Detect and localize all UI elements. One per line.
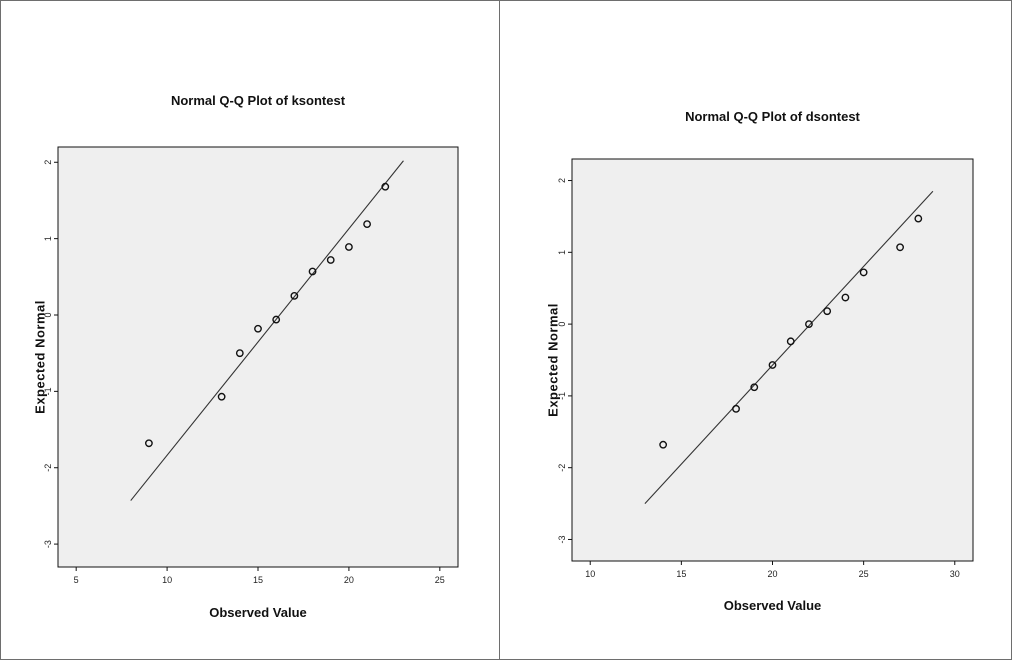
data-point [145,439,153,448]
x-tick-label: 15 [253,575,263,585]
data-point [750,383,759,392]
plot-area [57,146,459,568]
chart-title: Normal Q-Q Plot of dsontest [685,109,860,124]
y-tick-label: 2 [557,178,567,183]
x-tick-label: 15 [676,569,686,579]
y-axis-label: Expected Normal [33,300,48,414]
x-tick-label: 25 [859,569,869,579]
data-point [841,293,850,302]
data-point [805,320,813,329]
data-point [768,361,777,369]
x-axis-label: Observed Value [209,605,307,620]
chart-title: Normal Q-Q Plot of ksontest [171,93,346,108]
data-point [659,440,668,449]
plot-area [571,158,974,562]
data-point [308,267,317,276]
y-tick-label: 0 [557,322,567,327]
y-tick-label: -3 [43,540,53,548]
x-tick-label: 10 [162,575,172,585]
data-point [345,243,353,251]
data-point [823,307,832,316]
qq-plot-ksontest-panel: Normal Q-Q Plot of ksontest 5 10 15 20 25 -3 -2… [0,0,500,660]
x-tick-label: 30 [950,569,960,579]
y-tick-label: -1 [557,392,567,400]
data-point [381,182,390,191]
data-point [254,324,262,333]
data-point [272,315,281,324]
y-tick-label: 1 [557,250,567,255]
x-tick-label: 5 [74,575,79,585]
y-tick-label: 1 [43,236,53,241]
y-tick-label: -3 [557,535,567,543]
qq-plot-dsontest-panel: Normal Q-Q Plot of dsontest 10 15 20 25 30 -3-… [499,0,1012,660]
data-point [896,243,904,252]
x-tick-label: 25 [435,575,445,585]
data-point [859,268,868,277]
x-tick-label: 10 [585,569,595,579]
data-point [363,220,371,229]
y-tick-label: 2 [43,160,53,165]
reference-line [644,190,934,504]
y-tick-label: 0 [43,312,53,317]
y-axis-label: Expected Normal [546,303,561,417]
y-tick-label: -2 [557,464,567,472]
y-tick-label: -2 [43,464,53,472]
x-axis-label: Observed Value [724,598,822,613]
data-point [290,292,299,300]
data-point [732,404,740,413]
data-point [914,214,923,223]
reference-line [130,160,404,501]
data-point [326,256,335,264]
data-point [217,392,226,401]
y-tick-label: -1 [43,387,53,395]
data-point [786,337,795,346]
x-tick-label: 20 [767,569,777,579]
data-point [235,349,244,358]
x-tick-label: 20 [344,575,354,585]
